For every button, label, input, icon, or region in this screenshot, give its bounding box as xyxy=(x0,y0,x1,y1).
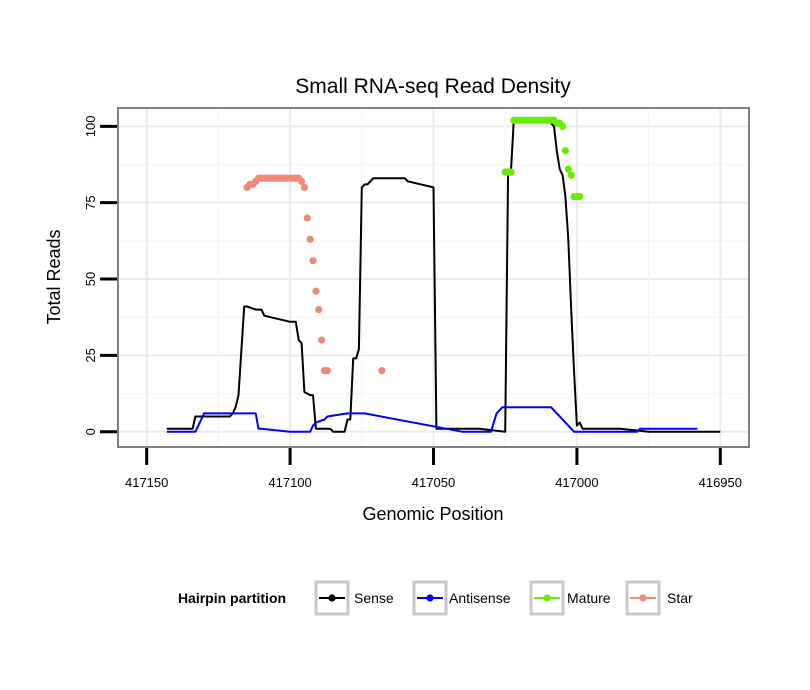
x-tick-label: 417100 xyxy=(268,475,311,490)
legend-label: Antisense xyxy=(449,590,511,606)
legend-key-point xyxy=(639,594,647,602)
x-axis-title: Genomic Position xyxy=(362,504,503,524)
data-point-mature xyxy=(561,147,570,155)
y-tick-label: 0 xyxy=(83,428,98,435)
x-tick-label: 417050 xyxy=(412,475,455,490)
data-point-star xyxy=(309,257,317,265)
legend-key-point xyxy=(543,594,551,602)
legend: Hairpin partition Sense Antisense Mature St… xyxy=(178,580,693,616)
legend-key-point xyxy=(426,594,434,602)
data-point-mature xyxy=(576,192,584,201)
series-line-sense xyxy=(166,119,721,433)
data-point-star xyxy=(318,336,326,344)
series-points xyxy=(243,116,584,375)
y-axis-title: Total Reads xyxy=(44,229,64,324)
x-tick-label: 417000 xyxy=(555,475,598,490)
data-point-mature xyxy=(507,168,515,176)
y-tick-label: 25 xyxy=(83,348,98,362)
data-point-star xyxy=(297,177,306,185)
legend-item-star: Star xyxy=(625,580,693,616)
data-point-star xyxy=(306,235,314,243)
data-point-star xyxy=(300,183,309,192)
data-point-star xyxy=(378,367,386,375)
legend-item-mature: Mature xyxy=(529,580,611,616)
axes: 0 25 50 75 100 417150 417100 417050 417000 416950 xyxy=(83,115,742,490)
legend-items: Sense Antisense Mature Star xyxy=(314,580,693,616)
data-point-star xyxy=(312,287,320,295)
legend-item-antisense: Antisense xyxy=(412,580,511,616)
legend-key-point xyxy=(328,594,336,602)
data-point-star xyxy=(315,305,323,314)
data-point-star xyxy=(303,214,311,222)
legend-label: Star xyxy=(667,590,693,606)
data-point-star xyxy=(323,367,331,375)
chart-title: Small RNA-seq Read Density xyxy=(295,75,571,98)
legend-label: Sense xyxy=(354,590,394,606)
series-lines xyxy=(166,119,721,433)
legend-item-sense: Sense xyxy=(314,580,394,616)
x-tick-label: 417150 xyxy=(125,475,168,490)
data-point-mature xyxy=(567,171,575,179)
data-point-mature xyxy=(564,165,572,173)
data-point-mature xyxy=(558,122,567,130)
legend-label: Mature xyxy=(567,590,611,606)
x-tick-label: 416950 xyxy=(699,475,742,490)
series-line-antisense xyxy=(166,406,698,433)
y-tick-label: 100 xyxy=(83,115,98,137)
y-tick-label: 75 xyxy=(83,195,98,209)
y-tick-label: 50 xyxy=(83,272,98,286)
legend-title: Hairpin partition xyxy=(178,590,286,606)
